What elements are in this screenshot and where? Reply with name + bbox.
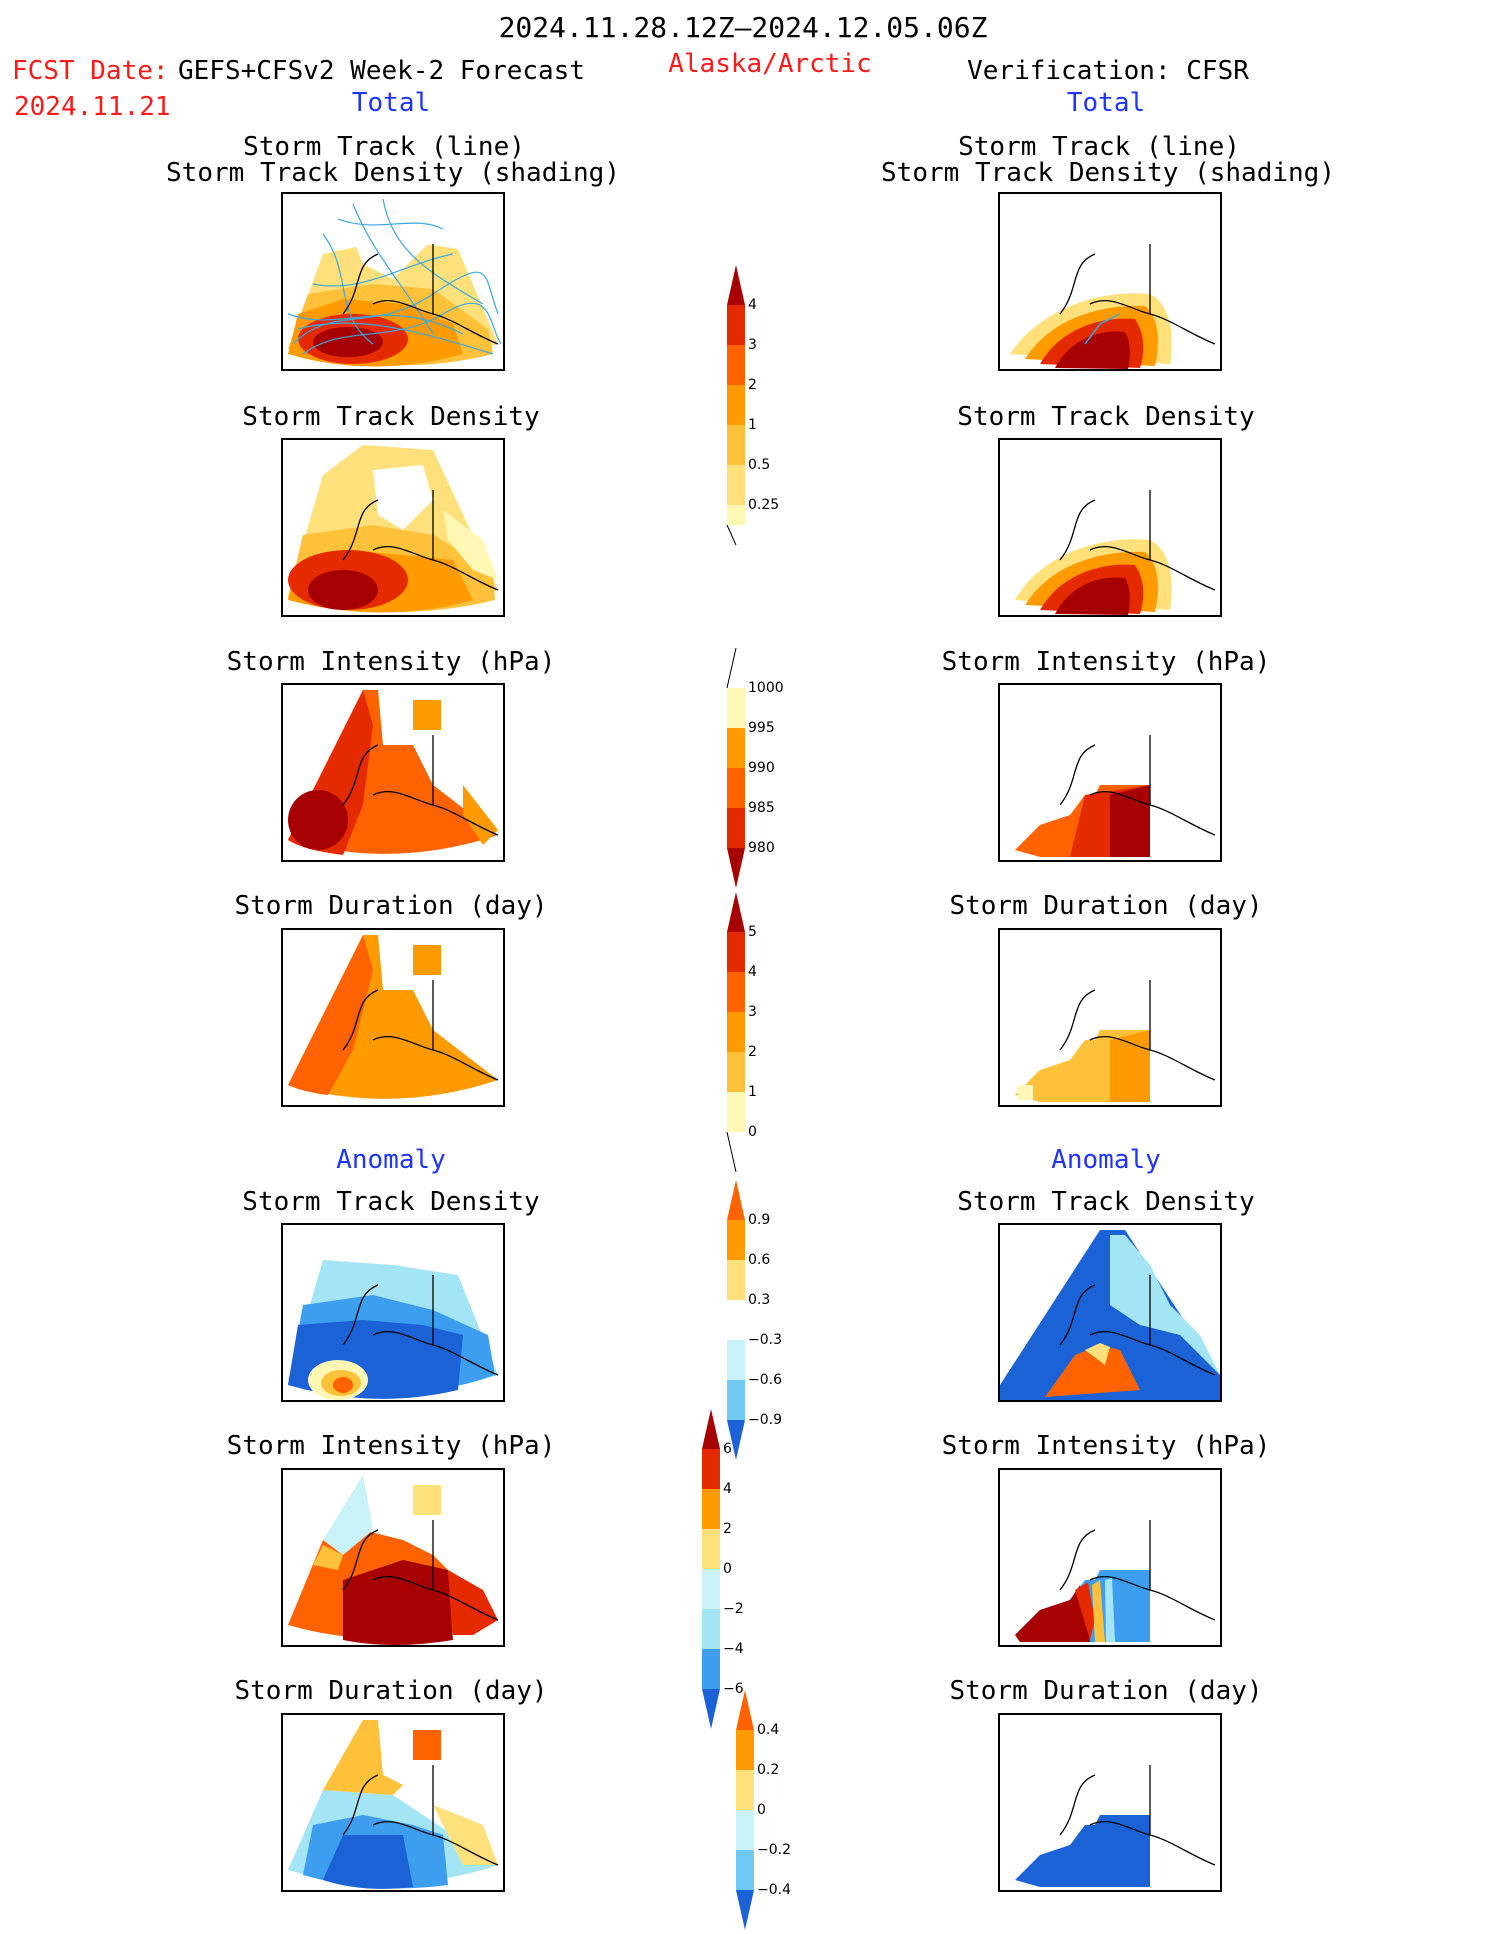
map-verification-anomaly-density bbox=[998, 1223, 1222, 1402]
colorbar-anom-density-tick: −0.3 bbox=[748, 1332, 782, 1348]
period-title: 2024.11.28.12Z–2024.12.05.06Z bbox=[498, 11, 988, 44]
colorbar-track-tick: 3 bbox=[748, 337, 757, 353]
left-duration-title: Storm Duration (day) bbox=[234, 891, 548, 921]
left-track-line-title: Storm Track (line) bbox=[243, 132, 525, 162]
colorbar-anom-intensity-tick: −2 bbox=[723, 1601, 744, 1617]
left-density-title: Storm Track Density bbox=[242, 402, 540, 432]
right-anom-density-title: Storm Track Density bbox=[957, 1187, 1255, 1217]
right-intensity-title: Storm Intensity (hPa) bbox=[941, 647, 1271, 677]
colorbar-intensity-tick: 985 bbox=[748, 800, 775, 816]
colorbar-anom-duration-tick: −0.4 bbox=[757, 1882, 791, 1898]
map-forecast-anomaly-intensity bbox=[281, 1468, 505, 1647]
fcst-model: GEFS+CFSv2 Week-2 Forecast bbox=[178, 56, 585, 86]
colorbar-duration-tick: 0 bbox=[748, 1124, 757, 1140]
colorbar-intensity: 1000 995 990 985 980 bbox=[725, 647, 785, 892]
colorbar-anom-intensity-tick: 4 bbox=[723, 1481, 732, 1497]
map-verification-total-duration bbox=[998, 928, 1222, 1107]
right-density-title: Storm Track Density bbox=[957, 402, 1255, 432]
verification-anomaly-label: Anomaly bbox=[1051, 1145, 1161, 1175]
verification-label: Verification: CFSR bbox=[967, 56, 1249, 86]
map-forecast-total-density bbox=[281, 438, 505, 617]
colorbar-anom-density-tick: 0.9 bbox=[748, 1212, 770, 1228]
colorbar-anom-duration-tick: −0.2 bbox=[757, 1842, 791, 1858]
colorbar-intensity-tick: 995 bbox=[748, 720, 775, 736]
map-forecast-total-track bbox=[281, 192, 505, 371]
colorbar-anom-intensity-tick: −4 bbox=[723, 1641, 744, 1657]
colorbar-track-tick: 0.25 bbox=[748, 497, 779, 513]
map-verification-total-intensity bbox=[998, 683, 1222, 862]
map-forecast-anomaly-duration bbox=[281, 1713, 505, 1892]
colorbar-anom-intensity-tick: 6 bbox=[723, 1441, 732, 1457]
colorbar-track-tick: 1 bbox=[748, 417, 757, 433]
fcst-date-label: FCST Date: bbox=[12, 56, 169, 86]
left-anom-duration-title: Storm Duration (day) bbox=[234, 1676, 548, 1706]
right-duration-title: Storm Duration (day) bbox=[949, 891, 1263, 921]
colorbar-duration-tick: 2 bbox=[748, 1044, 757, 1060]
colorbar-track-density: 4 3 2 1 0.5 0.25 bbox=[725, 265, 785, 549]
forecast-total-label: Total bbox=[351, 88, 431, 118]
left-anom-intensity-title: Storm Intensity (hPa) bbox=[226, 1431, 556, 1461]
right-anom-duration-title: Storm Duration (day) bbox=[949, 1676, 1263, 1706]
region-label: Alaska/Arctic bbox=[668, 49, 872, 79]
colorbar-anom-density-tick: −0.9 bbox=[748, 1412, 782, 1428]
map-forecast-anomaly-density bbox=[281, 1223, 505, 1402]
colorbar-anomaly-duration: 0.4 0.2 0 −0.2 −0.4 bbox=[734, 1690, 794, 1934]
map-verification-anomaly-duration bbox=[998, 1713, 1222, 1892]
colorbar-duration-tick: 1 bbox=[748, 1084, 757, 1100]
colorbar-anom-intensity-tick: −6 bbox=[723, 1681, 744, 1697]
colorbar-intensity-tick: 990 bbox=[748, 760, 775, 776]
colorbar-intensity-tick: 980 bbox=[748, 840, 775, 856]
left-track-shading-title: Storm Track Density (shading) bbox=[166, 158, 620, 188]
right-track-line-title: Storm Track (line) bbox=[958, 132, 1240, 162]
left-anom-density-title: Storm Track Density bbox=[242, 1187, 540, 1217]
colorbar-duration-tick: 4 bbox=[748, 964, 757, 980]
forecast-anomaly-label: Anomaly bbox=[336, 1145, 446, 1175]
colorbar-anom-intensity-tick: 0 bbox=[723, 1561, 732, 1577]
colorbar-anom-intensity-tick: 2 bbox=[723, 1521, 732, 1537]
colorbar-intensity-tick: 1000 bbox=[748, 680, 784, 696]
colorbar-anom-duration-tick: 0 bbox=[757, 1802, 766, 1818]
colorbar-duration-tick: 5 bbox=[748, 924, 757, 940]
colorbar-track-tick: 0.5 bbox=[748, 457, 770, 473]
map-verification-total-track bbox=[998, 192, 1222, 371]
colorbar-track-tick: 2 bbox=[748, 377, 757, 393]
map-forecast-total-duration bbox=[281, 928, 505, 1107]
colorbar-duration-tick: 3 bbox=[748, 1004, 757, 1020]
colorbar-anomaly-intensity: 6 4 2 0 −2 −4 −6 bbox=[700, 1409, 760, 1733]
colorbar-track-tick: 4 bbox=[748, 297, 757, 313]
fcst-date: 2024.11.21 bbox=[14, 92, 171, 122]
colorbar-anom-density-tick: 0.3 bbox=[748, 1292, 770, 1308]
map-verification-total-density bbox=[998, 438, 1222, 617]
colorbar-anomaly-density: 0.9 0.6 0.3 −0.3 −0.6 −0.9 bbox=[725, 1180, 785, 1464]
map-verification-anomaly-intensity bbox=[998, 1468, 1222, 1647]
right-track-shading-title: Storm Track Density (shading) bbox=[881, 158, 1335, 188]
right-anom-intensity-title: Storm Intensity (hPa) bbox=[941, 1431, 1271, 1461]
colorbar-anom-duration-tick: 0.2 bbox=[757, 1762, 779, 1778]
verification-total-label: Total bbox=[1066, 88, 1146, 118]
colorbar-anom-duration-tick: 0.4 bbox=[757, 1722, 779, 1738]
colorbar-duration: 5 4 3 2 1 0 bbox=[725, 892, 785, 1176]
left-intensity-title: Storm Intensity (hPa) bbox=[226, 647, 556, 677]
map-forecast-total-intensity bbox=[281, 683, 505, 862]
colorbar-anom-density-tick: −0.6 bbox=[748, 1372, 782, 1388]
colorbar-anom-density-tick: 0.6 bbox=[748, 1252, 770, 1268]
